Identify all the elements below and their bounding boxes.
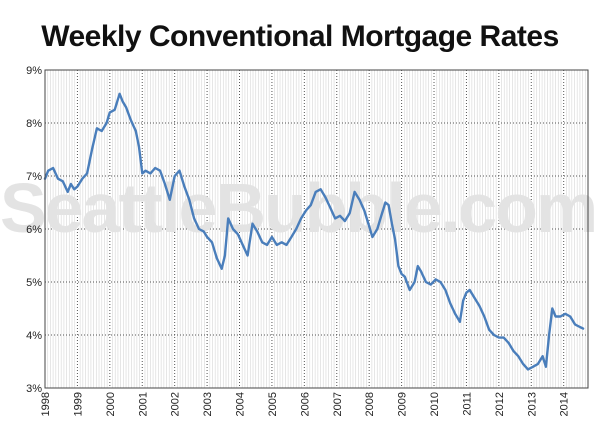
- x-axis: 1998 1999 2000 2001 2002 2003 2004 2005 2006 2007…: [40, 392, 571, 416]
- x-tick-label: 2010: [429, 392, 441, 416]
- series-line: [43, 92, 585, 371]
- y-tick-label: 6%: [26, 224, 42, 236]
- grid: [45, 70, 588, 388]
- x-tick-label: 1998: [40, 392, 52, 416]
- plot-frame: [44, 69, 589, 389]
- x-tick-label: 1999: [72, 392, 84, 416]
- y-tick-label: 8%: [26, 118, 42, 130]
- x-tick-label: 2012: [494, 392, 506, 416]
- x-tick-label: 2011: [461, 392, 473, 416]
- x-tick-label: 2007: [332, 392, 344, 416]
- y-tick-label: 7%: [26, 171, 42, 183]
- y-tick-label: 5%: [26, 277, 42, 289]
- x-tick-label: 2002: [170, 392, 182, 416]
- y-axis: 3% 4% 5% 6% 7% 8% 9%: [26, 65, 42, 395]
- y-tick-label: 4%: [26, 330, 42, 342]
- x-tick-label: 2000: [105, 392, 117, 416]
- x-tick-label: 2003: [202, 392, 214, 416]
- x-tick-label: 2004: [235, 392, 247, 416]
- x-tick-label: 2013: [526, 392, 538, 416]
- watermark: SeattleBubble.com: [0, 169, 596, 247]
- y-tick-label: 3%: [26, 383, 42, 395]
- x-tick-label: 2014: [559, 392, 571, 416]
- x-tick-label: 2009: [397, 392, 409, 416]
- x-tick-label: 2001: [137, 392, 149, 416]
- x-tick-label: 2005: [267, 392, 279, 416]
- x-tick-label: 2008: [364, 392, 376, 416]
- y-tick-label: 9%: [26, 65, 42, 77]
- chart-title: Weekly Conventional Mortgage Rates: [41, 20, 559, 53]
- x-tick-label: 2006: [299, 392, 311, 416]
- series-layer: [43, 92, 585, 371]
